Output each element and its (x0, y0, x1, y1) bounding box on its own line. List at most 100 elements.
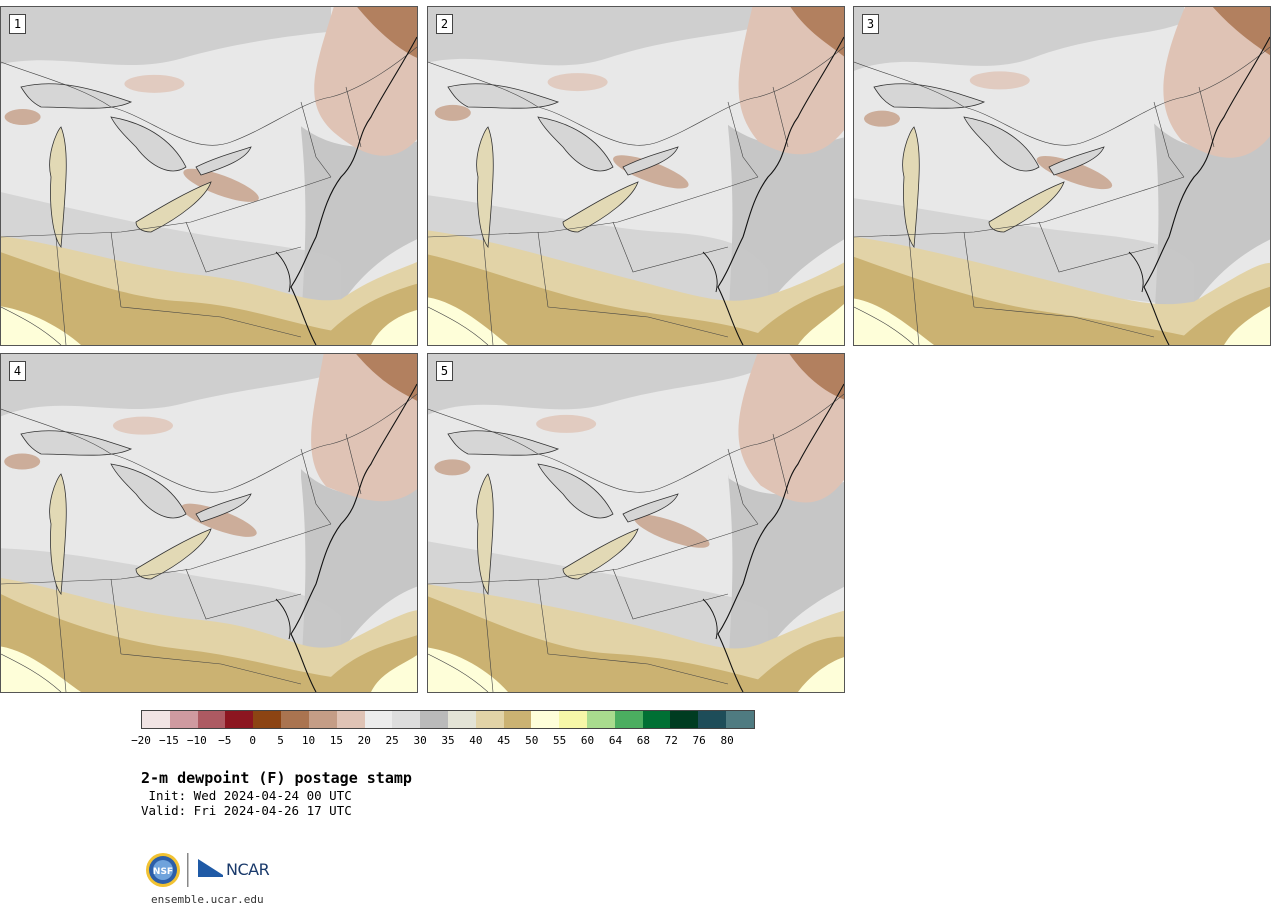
us-canada-border (428, 46, 844, 146)
chesapeake-bay (702, 598, 718, 640)
gray-band-north (1, 7, 331, 65)
dry-core-ne (356, 354, 417, 401)
colorbar-tick-label: 64 (608, 734, 623, 747)
pale-yellow-se (371, 655, 417, 692)
colorbar-tick-label: 40 (469, 734, 483, 747)
gray-band-mid (428, 541, 768, 654)
state-line-1 (428, 523, 759, 585)
pale-yellow-sw (428, 647, 508, 692)
colorbar-swatch (503, 711, 532, 728)
dry-patch-w (434, 459, 471, 476)
state-line-1 (1, 176, 332, 238)
dry-streak (183, 168, 259, 202)
gold-band (1, 594, 417, 692)
colorbar-swatch (336, 711, 365, 728)
colorbar-swatch (364, 711, 393, 728)
panel-number-label: 3 (862, 14, 879, 34)
chesapeake-bay (275, 598, 291, 640)
lake-huron (963, 116, 1040, 172)
state-line-5 (120, 653, 302, 685)
gray-band-mid (854, 198, 1194, 307)
state-line-3 (110, 578, 122, 655)
colorbar-swatch (169, 711, 198, 728)
state-line-ne (727, 86, 789, 178)
sw-border (854, 306, 915, 345)
dry-patch-n (112, 416, 173, 435)
gray-band-north (854, 7, 1184, 71)
colorbar-swatch (392, 711, 421, 728)
state-line-ne (300, 86, 362, 178)
colorbar-swatch (197, 711, 226, 728)
panel-number-label: 4 (9, 361, 26, 381)
dry-streak (633, 514, 710, 548)
lake-ontario (195, 493, 252, 523)
lake-michigan (49, 473, 67, 596)
state-line-4 (185, 221, 302, 273)
dry-patch-ne (1163, 7, 1270, 158)
lake-erie (562, 181, 639, 233)
state-line-2 (55, 236, 67, 345)
dewpoint-map-4 (1, 354, 417, 692)
colorbar-swatch (670, 711, 699, 728)
panel-number-label: 2 (436, 14, 453, 34)
colorbar-tick-label: 25 (385, 734, 399, 747)
chesapeake-bay (702, 251, 718, 293)
gray-band-mid (1, 548, 341, 654)
colorbar-tick-label: 30 (413, 734, 427, 747)
east-coastline (717, 36, 844, 345)
gray-band-north (1, 354, 331, 417)
pale-yellow-sw (1, 646, 81, 692)
lake-erie (988, 181, 1065, 233)
colorbar-swatch (559, 711, 587, 728)
colorbar-swatch (308, 711, 337, 728)
dry-patch-ne (738, 7, 844, 155)
colorbar-tick-label: 15 (329, 734, 343, 747)
lake-michigan (902, 126, 920, 249)
lake-ontario (622, 493, 679, 523)
colorbar-swatch (726, 711, 754, 728)
state-line-2 (482, 236, 494, 345)
state-line-1 (1, 523, 332, 585)
pale-yellow-se (798, 657, 844, 692)
gray-band-mid (428, 195, 768, 307)
lake-ontario (622, 146, 679, 176)
colorbar-tick-label: 80 (720, 734, 734, 747)
gold-band (1, 252, 417, 345)
colorbar-tick-label: 45 (497, 734, 511, 747)
gold-band (428, 596, 844, 692)
gray-band-north (428, 7, 758, 66)
colorbar-tick-label: 0 (249, 734, 256, 747)
east-coastline (290, 383, 417, 692)
state-line-4 (612, 568, 729, 620)
state-line-1 (854, 176, 1185, 238)
colorbar-swatch (698, 711, 727, 728)
colorbar-tick-label: −5 (218, 734, 232, 747)
dewpoint-map-5 (428, 354, 844, 692)
lake-erie (135, 528, 212, 580)
map-panel-1: 1 (0, 6, 418, 346)
dry-patch-n (536, 414, 597, 433)
panel-number-label: 5 (436, 361, 453, 381)
east-coastline (717, 383, 844, 692)
sw-border (1, 653, 62, 692)
pale-yellow-sw (1, 306, 81, 345)
init-time: Init: Wed 2024-04-24 00 UTC (141, 788, 352, 803)
chesapeake-bay (275, 251, 291, 293)
logo-graphic: NSF (146, 853, 223, 887)
lake-michigan (476, 126, 494, 249)
colorbar-tick-label: 10 (301, 734, 316, 747)
pale-yellow-se (371, 310, 417, 345)
dry-patch-n (547, 73, 608, 92)
gray-band-mid (1, 192, 341, 307)
colorbar-swatch (475, 711, 504, 728)
colorbar-tick-label: 60 (580, 734, 595, 747)
state-line-5 (973, 306, 1155, 338)
colorbar-tick-label: −20 (131, 734, 151, 747)
map-panel-3: 3 (853, 6, 1271, 346)
colorbar-swatch (587, 711, 615, 728)
colorbar-tick-label: 68 (636, 734, 650, 747)
lake-ontario (195, 146, 252, 176)
colorbar-swatch (447, 711, 476, 728)
dry-patch-w (434, 104, 471, 121)
dry-patch-w (863, 110, 900, 127)
